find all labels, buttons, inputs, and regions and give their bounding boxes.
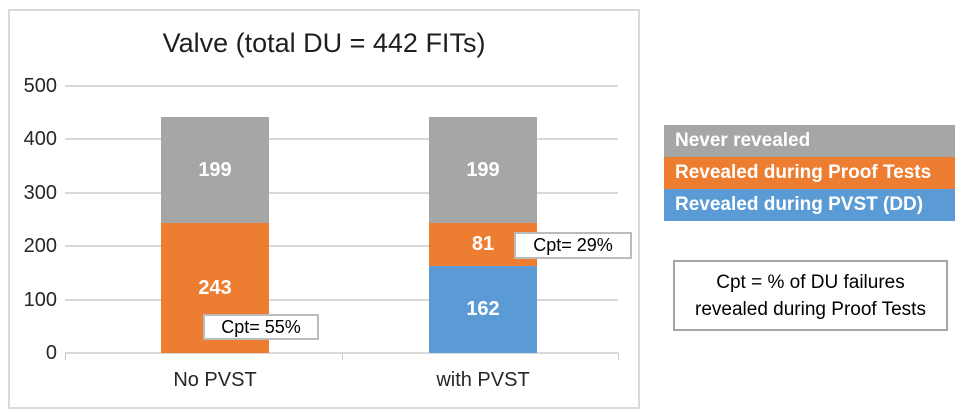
chart-title: Valve (total DU = 442 FITs) (162, 28, 486, 58)
note-box: Cpt = % of DU failures revealed during P… (673, 260, 948, 331)
annotation-cpt-with-pvst: Cpt= 29% (514, 232, 632, 259)
legend-item-never-revealed: Never revealed (664, 125, 955, 157)
legend-item-revealed-pvst: Revealed during PVST (DD) (664, 189, 955, 221)
note-line-1: Cpt = % of DU failures (716, 271, 905, 293)
legend-item-revealed-proof-tests: Revealed during Proof Tests (664, 157, 955, 189)
chart-area (8, 9, 640, 409)
note-line-2: revealed during Proof Tests (695, 298, 926, 320)
legend: Never revealed Revealed during Proof Tes… (664, 125, 955, 221)
annotation-cpt-no-pvst: Cpt= 55% (203, 314, 319, 340)
